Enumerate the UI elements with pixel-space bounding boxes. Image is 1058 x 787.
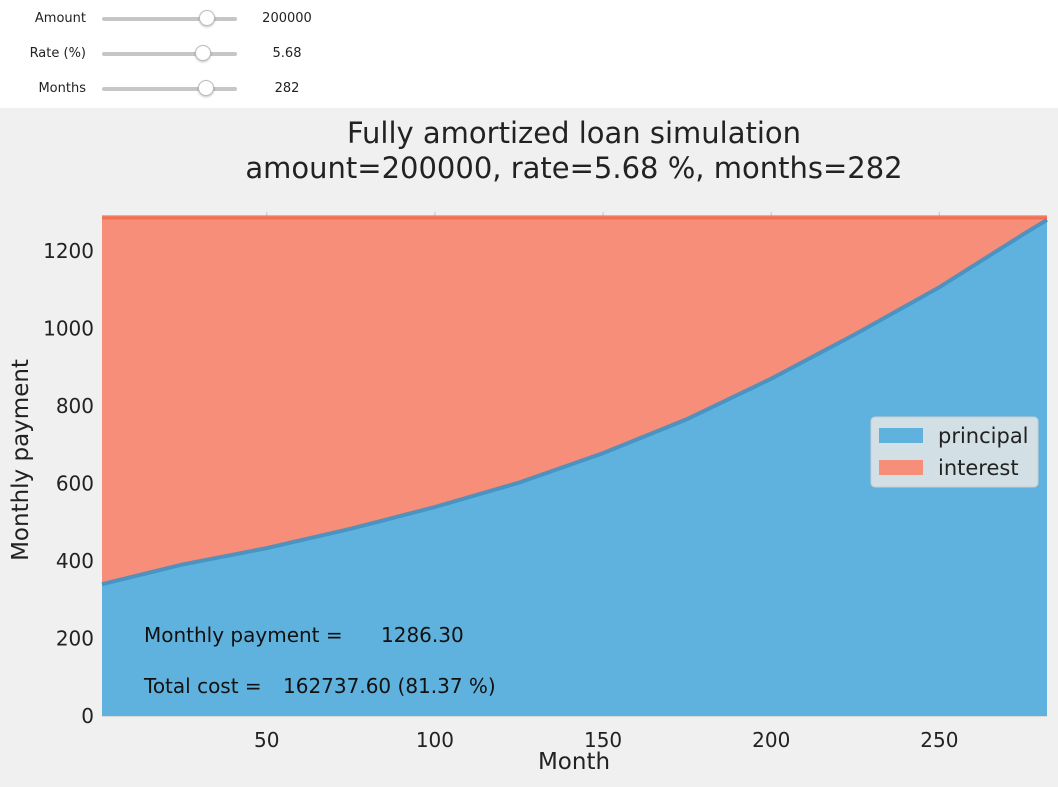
amount-slider-handle[interactable] (199, 10, 216, 26)
legend-swatch-interest (879, 460, 923, 475)
months-label: Months (38, 81, 86, 96)
rate-slider[interactable] (102, 52, 237, 56)
legend-swatch-principal (879, 428, 923, 443)
chart-legend: principal interest (870, 416, 1039, 488)
area-interest (102, 217, 1047, 585)
months-value: 282 (274, 81, 300, 96)
y-tick-label-1000: 1000 (43, 316, 94, 340)
chart-figure: Fully amortized loan simulation amount=2… (0, 108, 1058, 787)
controls-panel: Amount 200000 Rate (%) 5.68 Months 282 (0, 0, 1058, 108)
y-tick-label-800: 800 (56, 394, 94, 418)
y-tick-label-0: 0 (81, 704, 94, 728)
y-axis-label: Monthly payment (8, 359, 34, 561)
monthly-payment-value: 1286.30 (381, 623, 464, 647)
loan-chart: Fully amortized loan simulation amount=2… (8, 116, 1049, 775)
months-slider-handle[interactable] (197, 80, 214, 96)
payment-annotation: Monthly payment = 1286.30 (144, 623, 464, 647)
months-slider[interactable] (102, 87, 237, 91)
rate-label: Rate (%) (29, 46, 86, 61)
amount-control: Amount 200000 (0, 4, 400, 34)
legend-label-interest: interest (938, 456, 1019, 480)
amount-label: Amount (34, 11, 86, 26)
y-tick-label-200: 200 (56, 626, 94, 650)
rate-slider-handle[interactable] (195, 45, 212, 61)
monthly-payment-label: Monthly payment = (144, 623, 343, 647)
months-control: Months 282 (0, 74, 400, 104)
chart-title: Fully amortized loan simulation (347, 116, 801, 150)
area-principal (102, 219, 1047, 717)
line-principal (101, 218, 1049, 587)
x-tick-label-150: 150 (584, 728, 622, 752)
chart-subtitle: amount=200000, rate=5.68 %, months=282 (245, 151, 902, 185)
x-tick-label-100: 100 (416, 728, 454, 752)
total-cost-value: 162737.60 (81.37 %) (283, 674, 496, 698)
total-cost-annotation: Total cost = 162737.60 (81.37 %) (143, 674, 496, 698)
plot-area (101, 215, 1049, 717)
x-axis-label: Month (538, 749, 610, 775)
x-tick-label-250: 250 (920, 728, 958, 752)
y-axis-ticks: 0 200 400 600 800 1000 1200 (43, 239, 94, 728)
x-tick-label-50: 50 (254, 728, 279, 752)
amount-slider[interactable] (102, 17, 237, 21)
rate-value: 5.68 (272, 46, 302, 61)
total-cost-label: Total cost = (143, 674, 262, 698)
x-axis-ticks: 50 100 150 200 250 (254, 728, 958, 752)
y-tick-label-400: 400 (56, 549, 94, 573)
amount-value: 200000 (262, 11, 312, 26)
y-tick-label-1200: 1200 (43, 239, 94, 263)
y-tick-label-600: 600 (56, 471, 94, 495)
legend-label-principal: principal (938, 424, 1029, 448)
x-tick-label-200: 200 (752, 728, 790, 752)
rate-control: Rate (%) 5.68 (0, 39, 400, 69)
